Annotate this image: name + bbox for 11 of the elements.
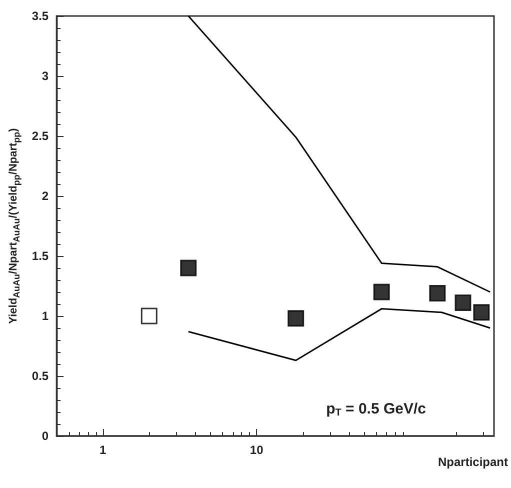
x-axis-title: Nparticipant xyxy=(438,455,508,469)
y-tick-label: 0 xyxy=(42,429,49,443)
x-tick-label: 10 xyxy=(250,443,264,457)
y-tick-label: 2.5 xyxy=(32,129,49,143)
y-tick-label: 3.5 xyxy=(32,9,49,23)
y-tick-label: 1.5 xyxy=(32,249,49,263)
y-tick-label: 0.5 xyxy=(32,369,49,383)
text: YieldAuAu/NpartAuAu/(Yieldpp/Npartpp) xyxy=(8,128,22,324)
y-tick-label: 2 xyxy=(42,189,49,203)
y-tick-label: 3 xyxy=(42,69,49,83)
y-tick-label: 1 xyxy=(42,309,49,323)
